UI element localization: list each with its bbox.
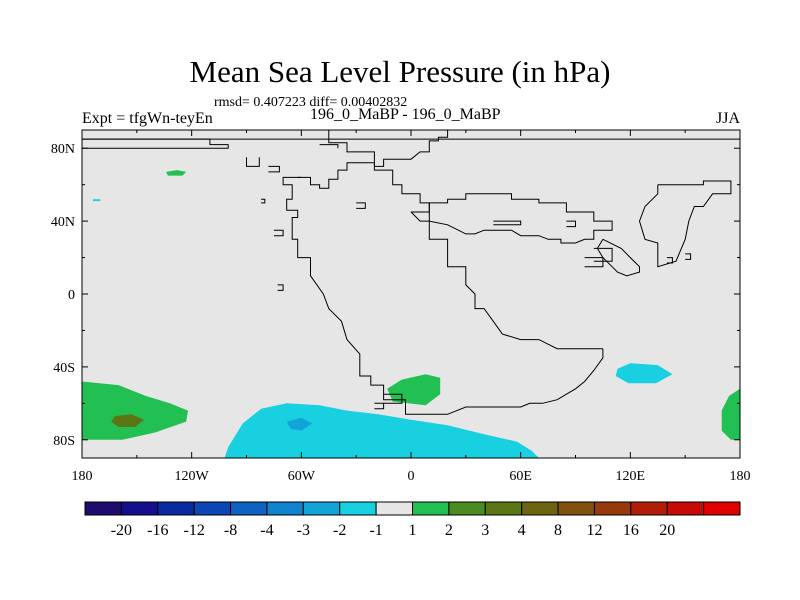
coastline-5 (282, 176, 604, 415)
colorbar-label: 3 (481, 522, 489, 539)
colorbar-label: -16 (147, 522, 168, 539)
colorbar-label: -12 (184, 522, 205, 539)
region-north-pacific-small-negative (93, 199, 101, 202)
coastline-6 (297, 162, 603, 350)
coastline-3 (268, 165, 280, 173)
coastline-22 (273, 229, 284, 237)
coastline-10 (383, 393, 403, 404)
colorbar-label: 16 (623, 522, 639, 539)
coastline-18 (638, 180, 732, 268)
region-south-atlantic-positive (387, 374, 441, 406)
colorbar-label: -20 (111, 522, 132, 539)
colorbar-label: -4 (260, 522, 273, 539)
coastline-7 (319, 144, 339, 149)
colorbar-label: -1 (369, 522, 382, 539)
region-indian-ocean-negative (615, 363, 673, 384)
colorbar-label: 8 (554, 522, 562, 539)
colorbar-swatch (120, 501, 159, 516)
coastline-16 (593, 247, 613, 262)
colorbar-swatch (484, 501, 523, 516)
colorbar-label: 12 (586, 522, 602, 539)
colorbar-swatch (703, 501, 741, 516)
coastline-4 (328, 130, 449, 167)
colorbar-swatch (448, 501, 486, 516)
coastline-13 (493, 220, 522, 226)
coastline-14 (566, 220, 576, 228)
colorbar-swatch (157, 501, 195, 516)
y-tick-label: 40S (53, 361, 75, 376)
region-dateline-positive (721, 388, 740, 440)
y-tick-label: 0 (68, 288, 75, 303)
region-arctic-positive (166, 170, 187, 176)
x-axis: 180 120W 60W 0 60E 120E 180 (72, 130, 751, 484)
y-tick-label: 40N (51, 215, 75, 230)
x-tick-label: 60W (288, 469, 316, 484)
colorbar-swatch (630, 501, 668, 516)
coastline-11 (374, 402, 385, 410)
coastline-21 (356, 202, 366, 209)
x-tick-label: 120E (616, 469, 646, 484)
colorbar-swatch (339, 501, 377, 516)
x-tick-label: 180 (72, 469, 93, 484)
colorbar-label: -2 (333, 522, 346, 539)
coastline-20 (685, 253, 692, 260)
colorbar-label: -3 (297, 522, 310, 539)
coastline-9 (277, 284, 284, 291)
coastline-2 (246, 157, 260, 167)
colorbar: -20 -16 -12 -8 -4 -3 -2 -1 1 2 3 4 8 12 16 20 (84, 501, 741, 539)
experiment-label: Expt = tfgWn-teyEn (82, 110, 213, 127)
chart-title: Mean Sea Level Pressure (in hPa) (189, 54, 611, 89)
coastlines (82, 130, 740, 415)
x-tick-label: 0 (408, 469, 415, 484)
coastline-17 (596, 238, 640, 277)
colorbar-swatch (593, 501, 632, 516)
x-tick-label: 180 (730, 469, 751, 484)
y-tick-label: 80N (51, 142, 75, 157)
colorbar-swatch (84, 501, 122, 516)
colorbar-swatch (193, 501, 232, 516)
colorbar-swatch (521, 501, 559, 516)
y-axis: 80N 40N 0 40S 80S (51, 142, 740, 449)
comparison-label: 196_0_MaBP - 196_0_MaBP (310, 106, 501, 123)
x-tick-label: 120W (175, 469, 210, 484)
coastline-8 (261, 198, 266, 204)
colorbar-label: 1 (409, 522, 417, 539)
colorbar-swatch (266, 501, 304, 516)
coastline-15 (584, 257, 604, 268)
rmsd-diff-subtitle: rmsd= 0.407223 diff= 0.00402832 (214, 95, 408, 110)
y-tick-label: 80S (53, 434, 75, 449)
season-label: JJA (716, 110, 741, 127)
coastline-12 (410, 193, 613, 244)
colorbar-label: 2 (445, 522, 453, 539)
colorbar-label: 4 (518, 522, 526, 539)
colorbar-swatch (666, 501, 705, 516)
colorbar-swatch (230, 501, 268, 516)
anomaly-regions (82, 170, 740, 458)
colorbar-swatch (557, 501, 595, 516)
colorbar-swatch (375, 501, 413, 516)
colorbar-swatch (412, 501, 450, 516)
colorbar-label: -8 (224, 522, 237, 539)
region-south-pacific-positive (82, 381, 188, 440)
x-tick-label: 60E (509, 469, 532, 484)
region-south-pacific-core (111, 414, 145, 427)
coastline-19 (666, 257, 673, 264)
colorbar-label: 20 (659, 522, 675, 539)
region-southern-ocean-core (286, 417, 313, 431)
region-southern-ocean-negative (224, 403, 539, 458)
colorbar-swatch (302, 501, 341, 516)
